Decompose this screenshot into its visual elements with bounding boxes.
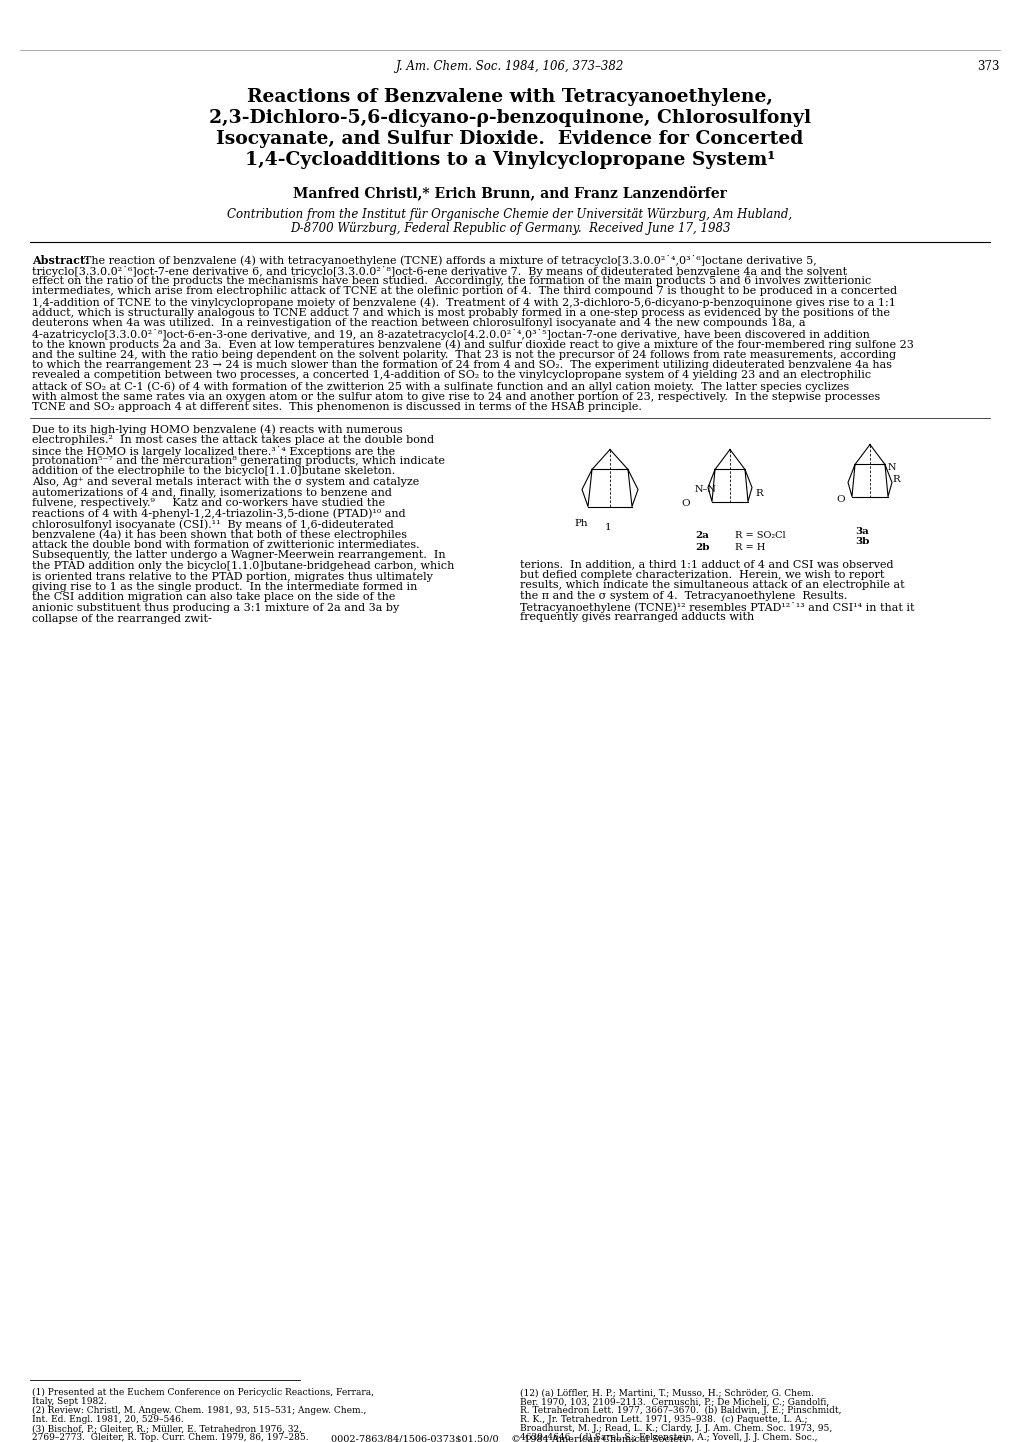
Text: 4639–4646.  (d) Sarel, S.; Felzenstein, A.; Yovell, J. J. Chem. Soc.,: 4639–4646. (d) Sarel, S.; Felzenstein, A… — [520, 1433, 816, 1442]
Text: chlorosulfonyl isocyanate (CSI).¹¹  By means of 1,6-dideuterated: chlorosulfonyl isocyanate (CSI).¹¹ By me… — [32, 519, 393, 529]
Text: R = H: R = H — [735, 542, 764, 551]
Text: protonation⁵⁻⁷ and the mercuration⁸ generating products, which indicate: protonation⁵⁻⁷ and the mercuration⁸ gene… — [32, 456, 444, 466]
Text: Italy, Sept 1982.: Italy, Sept 1982. — [32, 1397, 107, 1406]
Text: to which the rearrangement 23 → 24 is much slower than the formation of 24 from : to which the rearrangement 23 → 24 is mu… — [32, 360, 892, 371]
Text: Subsequently, the latter undergo a Wagner-Meerwein rearrangement.  In: Subsequently, the latter undergo a Wagne… — [32, 551, 445, 561]
Text: anionic substituent thus producing a 3:1 mixture of 2a and 3a by: anionic substituent thus producing a 3:1… — [32, 603, 398, 613]
Text: D-8700 Würzburg, Federal Republic of Germany.  Received June 17, 1983: D-8700 Würzburg, Federal Republic of Ger… — [289, 222, 730, 235]
Text: Ber. 1970, 103, 2109–2113.  Cernuschi, P.; De Micheli, C.; Gandolfi,: Ber. 1970, 103, 2109–2113. Cernuschi, P.… — [520, 1397, 828, 1406]
Text: the π and the σ system of 4.  Tetracyanoethylene  Results.: the π and the σ system of 4. Tetracyanoe… — [520, 591, 847, 601]
Text: collapse of the rearranged zwit-: collapse of the rearranged zwit- — [32, 613, 212, 623]
Text: R: R — [754, 489, 762, 499]
Text: Tetracyanoethylene (TCNE)¹² resembles PTAD¹²˙¹³ and CSI¹⁴ in that it: Tetracyanoethylene (TCNE)¹² resembles PT… — [520, 601, 914, 613]
Text: O: O — [681, 499, 689, 509]
Text: R = SO₂Cl: R = SO₂Cl — [735, 532, 785, 541]
Text: revealed a competition between two processes, a concerted 1,4-addition of SO₂ to: revealed a competition between two proce… — [32, 371, 870, 381]
Text: results, which indicate the simultaneous attack of an electrophile at: results, which indicate the simultaneous… — [520, 581, 904, 591]
Text: the PTAD addition only the bicyclo[1.1.0]butane-bridgehead carbon, which: the PTAD addition only the bicyclo[1.1.0… — [32, 561, 453, 571]
Text: 3b: 3b — [854, 538, 868, 547]
Text: deuterons when 4a was utilized.  In a reinvestigation of the reaction between ch: deuterons when 4a was utilized. In a rei… — [32, 319, 805, 327]
Text: R. Tetrahedron Lett. 1977, 3667–3670.  (b) Baldwin, J. E.; Pinschmidt,: R. Tetrahedron Lett. 1977, 3667–3670. (b… — [520, 1406, 841, 1415]
Text: attack of SO₂ at C-1 (C-6) of 4 with formation of the zwitterion 25 with a sulfi: attack of SO₂ at C-1 (C-6) of 4 with for… — [32, 381, 849, 392]
Text: giving rise to 1 as the single product.  In the intermediate formed in: giving rise to 1 as the single product. … — [32, 583, 417, 593]
Text: 1,4-Cycloadditions to a Vinylcyclopropane System¹: 1,4-Cycloadditions to a Vinylcyclopropan… — [245, 151, 774, 169]
Text: 0002-7863/84/1506-0373$01.50/0    © 1984 American Chemical Society: 0002-7863/84/1506-0373$01.50/0 © 1984 Am… — [331, 1435, 688, 1442]
Text: 2769–2773.  Gleiter, R. Top. Curr. Chem. 1979, 86, 197–285.: 2769–2773. Gleiter, R. Top. Curr. Chem. … — [32, 1433, 309, 1442]
Text: Abstract:: Abstract: — [32, 255, 89, 265]
Text: effect on the ratio of the products the mechanisms have been studied.  According: effect on the ratio of the products the … — [32, 275, 870, 286]
Text: (12) (a) Löffler, H. P.; Martini, T.; Musso, H.; Schröder, G. Chem.: (12) (a) Löffler, H. P.; Martini, T.; Mu… — [520, 1389, 813, 1397]
Text: The reaction of benzvalene (4) with tetracyanoethylene (TCNE) affords a mixture : The reaction of benzvalene (4) with tetr… — [84, 255, 816, 265]
Text: 2b: 2b — [694, 542, 709, 551]
Text: Reactions of Benzvalene with Tetracyanoethylene,: Reactions of Benzvalene with Tetracyanoe… — [247, 88, 772, 107]
Text: and the sultine 24, with the ratio being dependent on the solvent polarity.  Tha: and the sultine 24, with the ratio being… — [32, 349, 896, 359]
Text: reactions of 4 with 4-phenyl-1,2,4-triazolin-3,5-dione (PTAD)¹⁰ and: reactions of 4 with 4-phenyl-1,2,4-triaz… — [32, 509, 406, 519]
Text: Ph: Ph — [574, 519, 587, 529]
Text: tricyclo[3.3.0.0²˙⁶]oct-7-ene derivative 6, and tricyclo[3.3.0.0²˙⁸]oct-6-ene de: tricyclo[3.3.0.0²˙⁶]oct-7-ene derivative… — [32, 265, 847, 277]
Text: intermediates, which arise from electrophilic attack of TCNE at the olefinic por: intermediates, which arise from electrop… — [32, 287, 897, 297]
Text: fulvene, respectively.⁹     Katz and co-workers have studied the: fulvene, respectively.⁹ Katz and co-work… — [32, 497, 385, 508]
Text: with almost the same rates via an oxygen atom or the sulfur atom to give rise to: with almost the same rates via an oxygen… — [32, 391, 879, 401]
Text: frequently gives rearranged adducts with: frequently gives rearranged adducts with — [520, 611, 753, 622]
Text: 373: 373 — [976, 61, 999, 74]
Text: Contribution from the Institut für Organische Chemie der Universität Würzburg, A: Contribution from the Institut für Organ… — [227, 208, 792, 221]
Text: (2) Review: Christl, M. Angew. Chem. 1981, 93, 515–531; Angew. Chem.,: (2) Review: Christl, M. Angew. Chem. 198… — [32, 1406, 366, 1415]
Text: (3) Bischof, P.; Gleiter, R.; Müller, E. Tetrahedron 1976, 32,: (3) Bischof, P.; Gleiter, R.; Müller, E.… — [32, 1425, 302, 1433]
Text: the CSI addition migration can also take place on the side of the: the CSI addition migration can also take… — [32, 593, 395, 603]
Text: Also, Ag⁺ and several metals interact with the σ system and catalyze: Also, Ag⁺ and several metals interact wi… — [32, 477, 419, 487]
Text: 1,4-addition of TCNE to the vinylcyclopropane moiety of benzvalene (4).  Treatme: 1,4-addition of TCNE to the vinylcyclopr… — [32, 297, 895, 307]
Text: but defied complete characterization.  Herein, we wish to report: but defied complete characterization. He… — [520, 570, 883, 580]
Text: 2a: 2a — [694, 532, 708, 541]
Text: 1: 1 — [604, 522, 611, 532]
Text: addition of the electrophile to the bicyclo[1.1.0]butane skeleton.: addition of the electrophile to the bicy… — [32, 467, 395, 476]
Text: automerizations of 4 and, finally, isomerizations to benzene and: automerizations of 4 and, finally, isome… — [32, 487, 391, 497]
Text: N: N — [888, 463, 896, 472]
Text: Manfred Christl,* Erich Brunn, and Franz Lanzendörfer: Manfred Christl,* Erich Brunn, and Franz… — [292, 185, 727, 200]
Text: R. K., Jr. Tetrahedron Lett. 1971, 935–938.  (c) Paquette, L. A.;: R. K., Jr. Tetrahedron Lett. 1971, 935–9… — [520, 1415, 807, 1425]
Text: 2,3-Dichloro-5,6-dicyano-ρ-benzoquinone, Chlorosulfonyl: 2,3-Dichloro-5,6-dicyano-ρ-benzoquinone,… — [209, 110, 810, 127]
Text: 4-azatricyclo[3.3.0.0²˙⁸]oct-6-en-3-one derivative, and 19, an 8-azatetracyclo[4: 4-azatricyclo[3.3.0.0²˙⁸]oct-6-en-3-one … — [32, 329, 869, 339]
Text: benzvalene (4a) it has been shown that both of these electrophiles: benzvalene (4a) it has been shown that b… — [32, 529, 407, 541]
Text: O: O — [836, 495, 844, 503]
Text: Int. Ed. Engl. 1981, 20, 529–546.: Int. Ed. Engl. 1981, 20, 529–546. — [32, 1415, 183, 1425]
Text: R: R — [892, 474, 899, 483]
Text: is oriented trans relative to the PTAD portion, migrates thus ultimately: is oriented trans relative to the PTAD p… — [32, 571, 432, 581]
Text: TCNE and SO₂ approach 4 at different sites.  This phenomenon is discussed in ter: TCNE and SO₂ approach 4 at different sit… — [32, 402, 641, 412]
Text: Broadhurst, M. J.; Read, L. K.; Clardy, J. J. Am. Chem. Soc. 1973, 95,: Broadhurst, M. J.; Read, L. K.; Clardy, … — [520, 1425, 832, 1433]
Text: electrophiles.²  In most cases the attack takes place at the double bond: electrophiles.² In most cases the attack… — [32, 435, 434, 446]
Text: attack the double bond with formation of zwitterionic intermediates.: attack the double bond with formation of… — [32, 539, 419, 549]
Text: Due to its high-lying HOMO benzvalene (4) reacts with numerous: Due to its high-lying HOMO benzvalene (4… — [32, 424, 403, 435]
Text: J. Am. Chem. Soc. 1984, 106, 373–382: J. Am. Chem. Soc. 1984, 106, 373–382 — [395, 61, 624, 74]
Text: to the known products 2a and 3a.  Even at low temperatures benzvalene (4) and su: to the known products 2a and 3a. Even at… — [32, 339, 913, 349]
Text: 3a: 3a — [854, 526, 868, 535]
Text: (1) Presented at the Euchem Conference on Pericyclic Reactions, Ferrara,: (1) Presented at the Euchem Conference o… — [32, 1389, 374, 1397]
Text: since the HOMO is largely localized there.³˙⁴ Exceptions are the: since the HOMO is largely localized ther… — [32, 446, 394, 457]
Text: N–N: N–N — [694, 485, 716, 493]
Text: terions.  In addition, a third 1:1 adduct of 4 and CSI was observed: terions. In addition, a third 1:1 adduct… — [520, 559, 893, 570]
Text: adduct, which is structurally analogous to TCNE adduct 7 and which is most proba: adduct, which is structurally analogous … — [32, 307, 890, 317]
Text: Isocyanate, and Sulfur Dioxide.  Evidence for Concerted: Isocyanate, and Sulfur Dioxide. Evidence… — [216, 130, 803, 149]
